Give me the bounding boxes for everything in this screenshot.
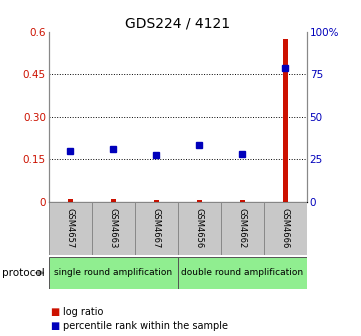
Bar (178, 257, 307, 289)
Text: GSM4662: GSM4662 (238, 208, 247, 249)
Bar (49, 202, 92, 255)
Text: double round amplification: double round amplification (181, 268, 303, 277)
Bar (111, 199, 116, 202)
Bar (92, 202, 135, 255)
Bar (197, 200, 202, 202)
Text: ■: ■ (51, 307, 60, 318)
Text: percentile rank within the sample: percentile rank within the sample (63, 321, 228, 331)
Text: GSM4657: GSM4657 (66, 208, 75, 249)
Text: GSM4656: GSM4656 (195, 208, 204, 249)
Text: GSM4667: GSM4667 (152, 208, 161, 249)
Text: single round amplification: single round amplification (54, 268, 172, 277)
Bar (154, 200, 159, 202)
Text: log ratio: log ratio (63, 307, 104, 318)
Bar (283, 39, 288, 202)
Bar (49, 257, 178, 289)
Bar (264, 202, 307, 255)
Bar (68, 199, 73, 202)
Bar (178, 202, 221, 255)
Text: protocol: protocol (2, 268, 44, 278)
Bar (221, 202, 264, 255)
Text: GSM4663: GSM4663 (109, 208, 118, 249)
Bar (240, 200, 245, 202)
Text: ■: ■ (51, 321, 60, 331)
Text: GSM4666: GSM4666 (281, 208, 290, 249)
Title: GDS224 / 4121: GDS224 / 4121 (125, 17, 230, 31)
Bar (135, 202, 178, 255)
